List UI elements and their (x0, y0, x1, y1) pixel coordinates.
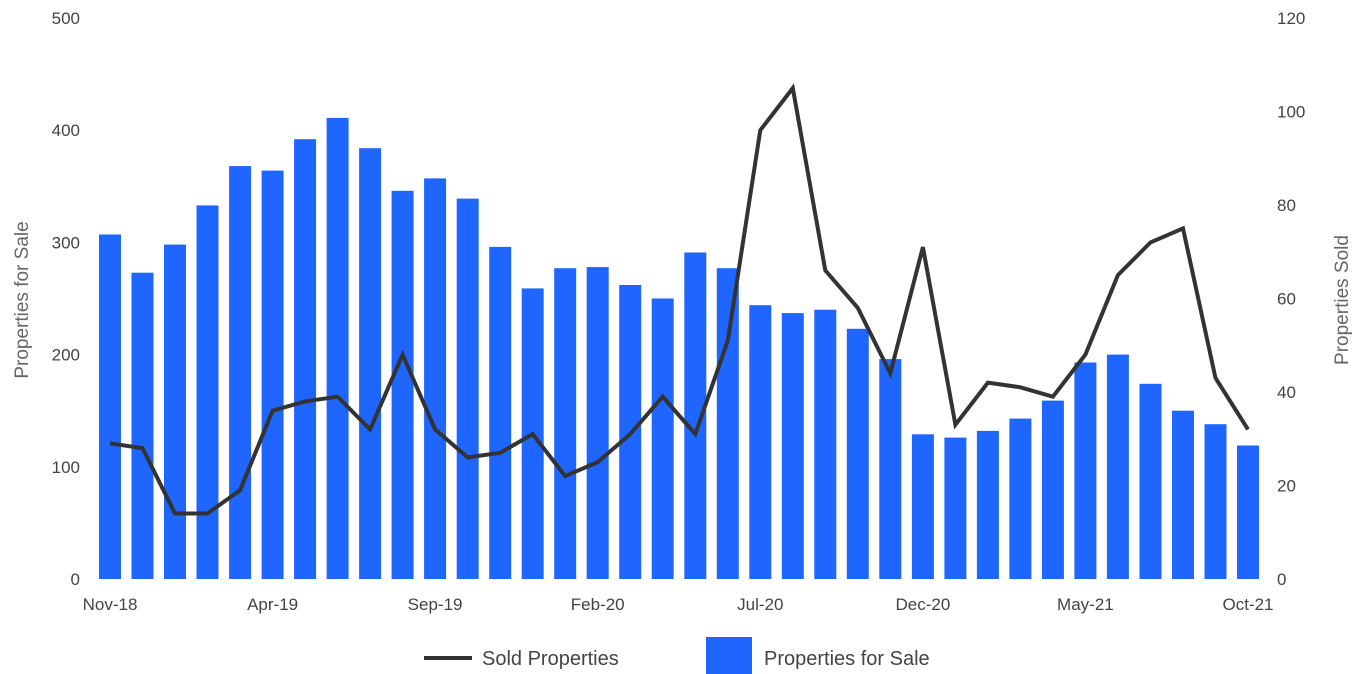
bar-Mar-21 (1009, 418, 1032, 579)
right-tick-label: 0 (1277, 570, 1286, 589)
left-tick-label: 100 (52, 458, 80, 477)
bar-Jul-21 (1139, 383, 1162, 579)
bar-Jul-19 (359, 148, 382, 579)
right-axis-title: Properties Sold (1332, 235, 1353, 365)
left-tick-label: 500 (52, 9, 80, 28)
bar-Mar-19 (229, 166, 252, 579)
left-tick-label: 0 (71, 570, 80, 589)
bar-Feb-19 (196, 205, 219, 579)
left-tick-label: 200 (52, 346, 80, 365)
bar-Aug-19 (391, 190, 414, 580)
x-tick-label: Jul-20 (737, 595, 783, 614)
bar-Oct-21 (1237, 445, 1259, 579)
x-tick-label: Apr-19 (247, 595, 298, 614)
right-tick-label: 100 (1277, 103, 1305, 122)
bar-Apr-20 (651, 298, 674, 579)
bar-Aug-21 (1172, 410, 1194, 579)
bar-Feb-21 (976, 430, 999, 579)
bar-Apr-19 (261, 170, 284, 579)
bar-Jun-19 (326, 117, 349, 580)
x-tick-label: Dec-20 (895, 595, 950, 614)
bar-Jan-21 (944, 437, 967, 579)
bar-Aug-20 (781, 313, 804, 579)
left-axis: 0 100 200 300 400 500 (52, 9, 80, 589)
bar-series-properties-for-sale (99, 117, 1259, 580)
x-tick-label: Oct-21 (1222, 595, 1273, 614)
left-tick-label: 300 (52, 233, 80, 252)
bar-Jul-20 (749, 305, 772, 579)
legend-label-sold-properties: Sold Properties (482, 648, 619, 670)
x-tick-label: Feb-20 (571, 595, 625, 614)
bar-Oct-20 (846, 328, 869, 579)
x-tick-label: Sep-19 (408, 595, 463, 614)
bar-Feb-20 (586, 267, 609, 579)
line-series-sold-properties (109, 83, 1250, 516)
bar-Sep-19 (424, 178, 447, 579)
legend: Sold Properties Properties for Sale (424, 637, 930, 674)
bar-Oct-19 (456, 198, 479, 579)
bar-Jun-21 (1106, 354, 1129, 579)
legend-label-properties-for-sale: Properties for Sale (764, 648, 930, 670)
right-tick-label: 80 (1277, 196, 1296, 215)
right-tick-label: 20 (1277, 477, 1296, 496)
x-tick-label: May-21 (1057, 595, 1114, 614)
left-tick-label: 400 (52, 121, 80, 140)
sold-properties-line (109, 83, 1250, 516)
right-axis: 0 20 40 60 80 100 120 (1277, 9, 1305, 589)
right-tick-label: 120 (1277, 9, 1305, 28)
x-tick-label: Nov-18 (83, 595, 138, 614)
right-tick-label: 40 (1277, 383, 1296, 402)
bar-Apr-21 (1041, 400, 1064, 579)
bar-May-21 (1074, 362, 1097, 579)
bar-May-20 (684, 252, 707, 579)
bar-May-19 (294, 139, 317, 579)
bar-Jun-20 (716, 268, 739, 579)
legend-swatch-properties-for-sale (706, 637, 752, 674)
bar-Dec-20 (911, 434, 934, 579)
bar-Jan-20 (554, 268, 577, 579)
bar-Dec-18 (131, 272, 154, 579)
bar-Nov-19 (489, 246, 512, 579)
bar-Sep-20 (814, 309, 837, 579)
bar-Jan-19 (164, 244, 186, 579)
left-axis-title: Properties for Sale (12, 221, 33, 378)
right-tick-label: 60 (1277, 290, 1296, 309)
bar-Nov-18 (99, 234, 121, 579)
x-axis: Nov-18 Apr-19 Sep-19 Feb-20 Jul-20 Dec-20 May-… (83, 595, 1274, 614)
bar-Nov-20 (879, 359, 902, 579)
bar-Sep-21 (1204, 424, 1227, 579)
